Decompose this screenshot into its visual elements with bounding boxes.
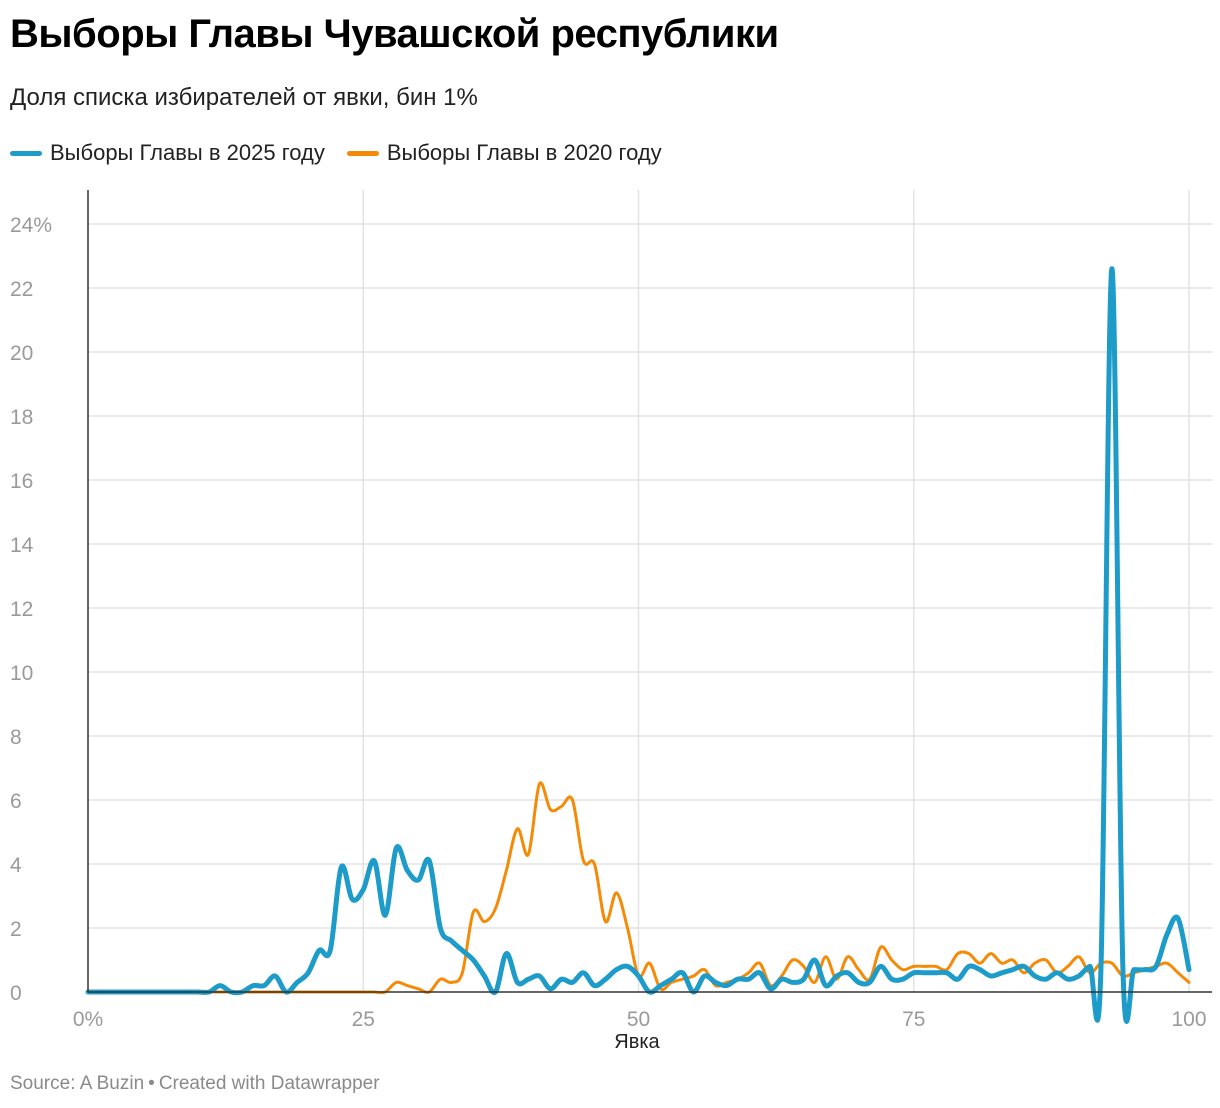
legend-label-2020: Выборы Главы в 2020 году [386, 140, 662, 165]
y-tick-label: 14 [10, 534, 34, 557]
footer-source: Source: A Buzin [10, 1073, 145, 1094]
y-tick-label: 8 [10, 726, 22, 749]
line-chart: 0 2 4 6 8 10 12 14 16 18 20 22 24% 0% 25 50 75 100 Явка [10, 190, 1212, 1053]
legend-item-2020: Выборы Главы в 2020 году [346, 140, 662, 166]
axis-layer [87, 190, 1212, 993]
y-tick-label: 12 [10, 598, 33, 621]
grid-layer [88, 190, 1212, 992]
x-tick-label: 0% [73, 1008, 103, 1031]
footer-credit: Created with Datawrapper [158, 1073, 380, 1094]
y-tick-label: 24% [10, 214, 52, 237]
chart-legend: Выборы Главы в 2025 году Выборы Главы в … [10, 140, 684, 166]
y-tick-label: 18 [10, 406, 33, 429]
x-axis-title: Явка [614, 1031, 660, 1053]
legend-label-2025: Выборы Главы в 2025 году [50, 140, 325, 165]
y-tick-label: 22 [10, 278, 33, 301]
y-tick-label: 16 [10, 470, 33, 493]
label-layer: 0 2 4 6 8 10 12 14 16 18 20 22 24% 0% 25 50 75 100 [10, 214, 1207, 1031]
chart-subtitle: Доля списка избирателей от явки, бин 1% [10, 84, 478, 111]
legend-swatch-2020 [346, 150, 379, 156]
series-line-2025 [85, 266, 1192, 1024]
x-tick-label: 100 [1171, 1008, 1206, 1031]
y-tick-label: 10 [10, 662, 33, 685]
x-tick-label: 25 [352, 1008, 375, 1031]
y-tick-label: 6 [10, 790, 22, 813]
chart-title: Выборы Главы Чувашской республики [10, 12, 779, 56]
x-tick-label: 50 [627, 1008, 650, 1031]
y-tick-label: 4 [10, 854, 22, 877]
y-tick-label: 20 [10, 342, 33, 365]
y-tick-label: 2 [10, 918, 22, 941]
x-tick-label: 75 [902, 1008, 925, 1031]
legend-item-2025: Выборы Главы в 2025 году [10, 140, 325, 166]
legend-swatch-2025 [10, 150, 42, 156]
footer-separator: • [148, 1073, 155, 1094]
y-tick-label: 0 [10, 982, 22, 1005]
chart-footer: Source: A Buzin • Created with Datawrapper [10, 1073, 380, 1095]
